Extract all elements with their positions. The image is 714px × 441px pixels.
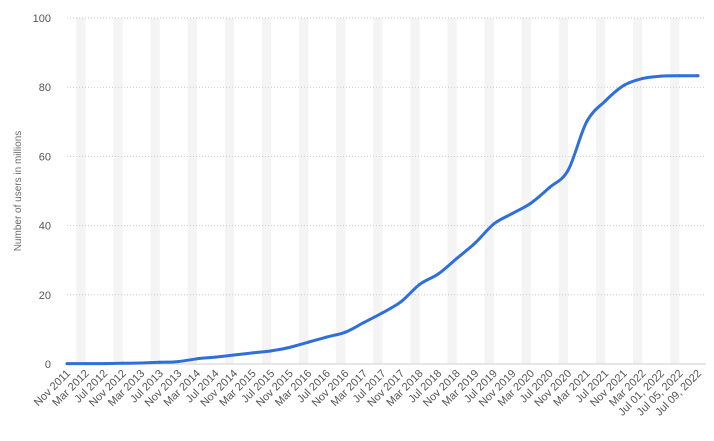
data-point [306,340,310,344]
data-point [418,282,422,286]
y-tick-label: 80 [39,82,51,94]
background-band [113,18,123,364]
data-point [65,362,69,366]
data-point [269,349,273,353]
y-tick-label: 60 [39,151,51,163]
data-point [399,300,403,304]
data-point [102,362,106,366]
data-point [362,320,366,324]
data-point [603,99,607,103]
data-point [548,186,552,190]
y-axis-title: Number of users in millions [13,131,24,252]
data-point [158,360,162,364]
background-band [187,18,197,364]
y-tick-label: 20 [39,290,51,302]
data-point [139,361,143,365]
data-point [622,83,626,87]
y-tick-label: 40 [39,221,51,233]
data-point [585,120,589,124]
data-point [251,351,255,355]
gridlines [67,17,706,365]
background-band [633,18,643,364]
background-band [224,18,235,364]
data-point [566,168,570,172]
data-point [381,311,384,315]
data-point [121,361,125,365]
data-point [195,357,199,361]
data-point [473,241,477,245]
background-band [410,18,420,364]
data-point [696,74,700,78]
data-point [492,222,496,226]
series-group [65,74,700,366]
data-point [232,353,236,357]
background-band [670,18,680,364]
y-axis-ticks: 0 20 40 60 80 100 [33,13,51,371]
data-point [510,211,514,215]
background-band [336,18,346,364]
y-tick-label: 0 [45,359,51,371]
data-point [176,360,180,364]
background-band [521,18,531,364]
data-point [325,335,329,339]
data-point [288,345,292,349]
background-band [373,18,383,364]
data-point [640,77,644,81]
background-band [558,18,569,364]
background-band [150,18,160,364]
data-point [529,201,533,205]
data-point [677,74,681,78]
data-point [213,355,217,359]
background-bands [76,18,680,364]
background-band [595,18,606,364]
background-band [447,18,457,364]
y-tick-label: 100 [33,13,51,25]
data-point [455,256,459,260]
data-point [436,272,440,276]
data-point [84,362,88,366]
background-band [76,18,86,364]
background-band [298,18,309,364]
data-point [659,74,663,78]
background-band [261,18,272,364]
data-point [343,330,347,334]
background-band [484,18,494,364]
